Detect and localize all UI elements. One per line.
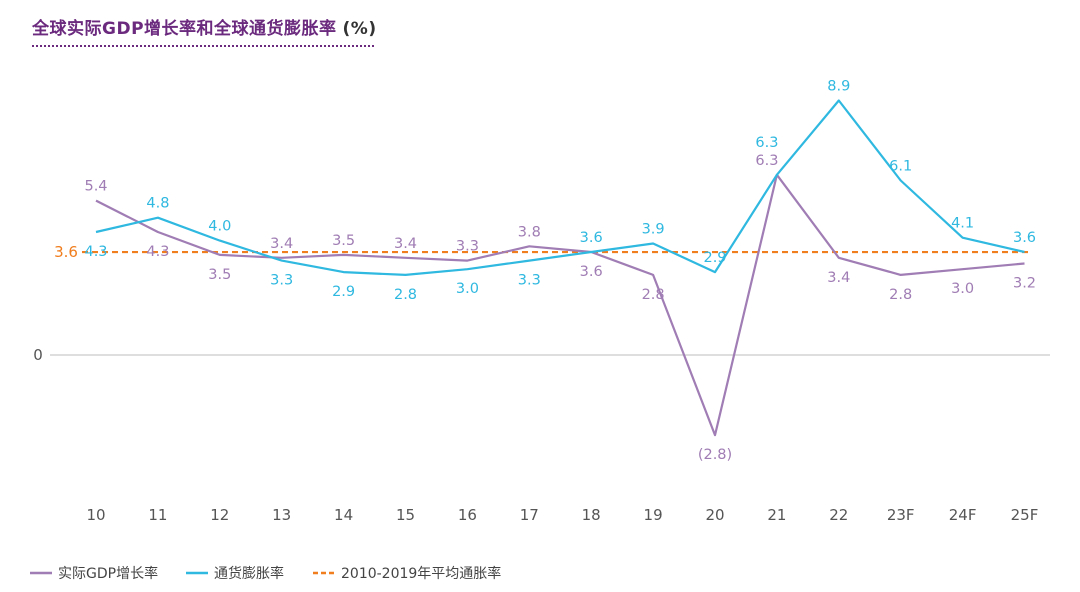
- data-label-inflation: 3.6: [580, 230, 603, 246]
- data-label-gdp: 3.3: [456, 239, 479, 255]
- data-label-gdp: 3.4: [270, 236, 293, 252]
- x-tick-label: 20: [705, 506, 724, 524]
- x-tick-label: 15: [396, 506, 415, 524]
- series-line-inflation: [95, 99, 1025, 276]
- x-tick-label: 17: [520, 506, 539, 524]
- x-tick-label: 11: [148, 506, 167, 524]
- data-label-gdp: 2.8: [889, 287, 912, 303]
- data-label-inflation: 6.1: [889, 159, 912, 175]
- chart-title: 全球实际GDP增长率和全球通货膨胀率 (%): [32, 14, 377, 39]
- data-label-gdp: 3.4: [827, 270, 850, 286]
- x-tick-label: 23F: [887, 506, 915, 524]
- x-tick-label: 18: [582, 506, 601, 524]
- data-label-inflation: 3.6: [1013, 230, 1036, 246]
- series-line-gdp: [95, 173, 1025, 437]
- x-tick-label: 19: [644, 506, 663, 524]
- data-label-inflation: 4.1: [951, 216, 974, 232]
- data-label-inflation: 2.9: [703, 250, 726, 266]
- data-label-gdp: 6.3: [755, 153, 778, 169]
- data-label-gdp: 3.0: [951, 281, 974, 297]
- data-label-gdp: 4.3: [146, 244, 169, 260]
- chart-title-unit: (%): [342, 19, 377, 39]
- data-label-gdp: 3.8: [518, 224, 541, 240]
- data-label-inflation: 3.0: [456, 281, 479, 297]
- legend-label-2: 2010-2019年平均通胀率: [341, 565, 501, 582]
- chart-title-text: 全球实际GDP增长率和全球通货膨胀率: [32, 19, 337, 39]
- data-label-inflation: 4.3: [84, 244, 107, 260]
- data-label-gdp: 3.5: [208, 267, 231, 283]
- data-label-inflation: 6.3: [755, 135, 778, 151]
- data-label-inflation: 4.0: [208, 219, 231, 235]
- data-label-gdp: 3.5: [332, 233, 355, 249]
- reference-line-label: 3.6: [54, 243, 78, 261]
- x-tick-label: 12: [210, 506, 229, 524]
- data-label-gdp: (2.8): [698, 447, 732, 463]
- x-tick-label: 14: [334, 506, 353, 524]
- data-label-inflation: 3.3: [270, 273, 293, 289]
- x-tick-label: 13: [272, 506, 291, 524]
- data-label-gdp: 3.4: [394, 236, 417, 252]
- data-label-inflation: 4.8: [146, 196, 169, 212]
- legend-label-1: 通货膨胀率: [214, 565, 284, 582]
- title-underline: [32, 45, 374, 47]
- x-tick-label: 24F: [949, 506, 977, 524]
- data-label-inflation: 3.9: [642, 221, 665, 237]
- data-label-gdp: 5.4: [84, 179, 107, 195]
- data-label-gdp: 2.8: [642, 287, 665, 303]
- y-tick-label: 0: [33, 346, 43, 364]
- x-tick-label: 25F: [1011, 506, 1039, 524]
- legend-label-0: 实际GDP增长率: [58, 565, 158, 582]
- x-tick-label: 10: [86, 506, 105, 524]
- data-label-gdp: 3.2: [1013, 275, 1036, 291]
- chart-title-block: 全球实际GDP增长率和全球通货膨胀率 (%): [32, 14, 377, 47]
- data-label-inflation: 2.8: [394, 287, 417, 303]
- x-tick-label: 21: [767, 506, 786, 524]
- x-tick-label: 22: [829, 506, 848, 524]
- x-tick-label: 16: [458, 506, 477, 524]
- data-label-inflation: 3.3: [518, 273, 541, 289]
- data-label-inflation: 8.9: [827, 78, 850, 94]
- data-label-inflation: 2.9: [332, 284, 355, 300]
- data-label-gdp: 3.6: [580, 264, 603, 280]
